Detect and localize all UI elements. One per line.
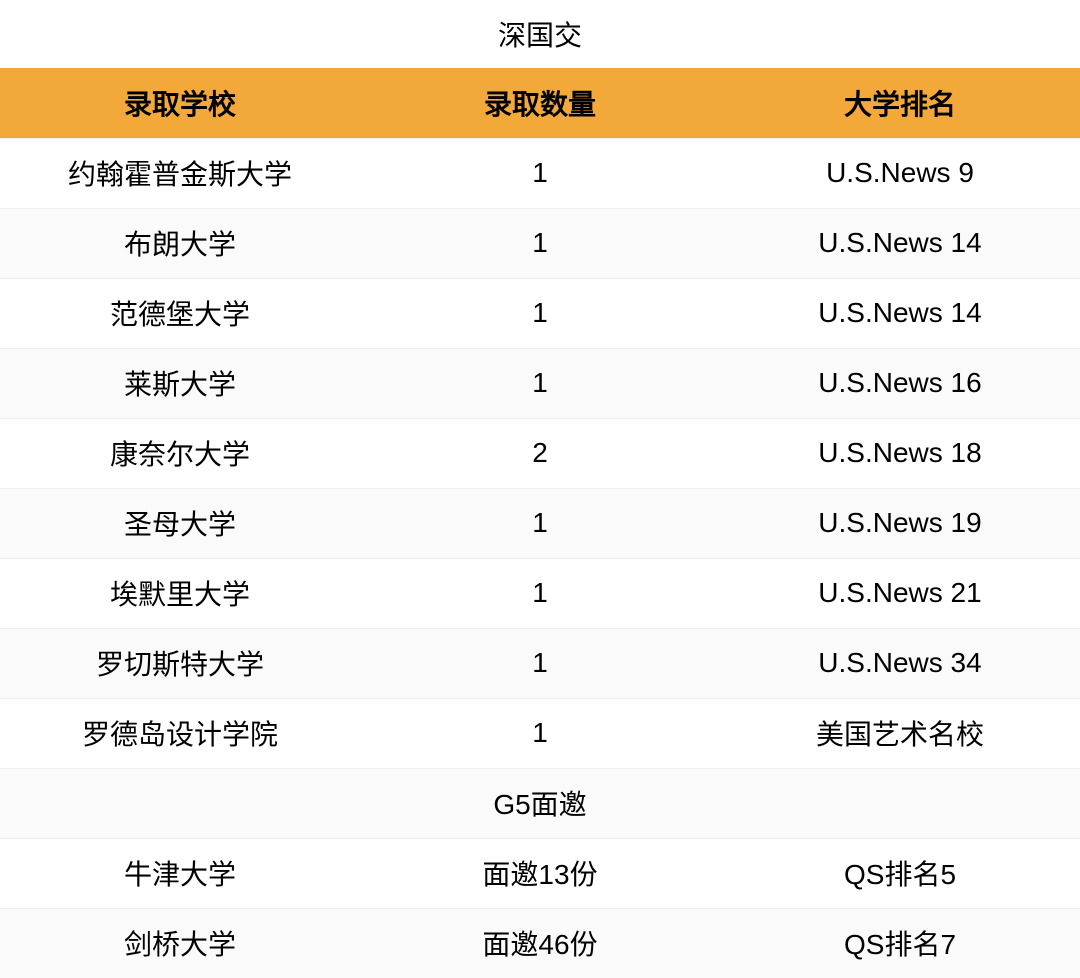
cell-ranking: U.S.News 16 [720,348,1080,418]
cell-ranking [720,768,1080,838]
cell-ranking: U.S.News 14 [720,208,1080,278]
col-header-ranking: 大学排名 [720,68,1080,138]
cell-school [0,768,360,838]
cell-ranking: U.S.News 34 [720,628,1080,698]
table-row: 罗德岛设计学院 1 美国艺术名校 [0,698,1080,768]
cell-count: 2 [360,418,720,488]
cell-count: 1 [360,558,720,628]
page-title: 深国交 [0,0,1080,68]
table-row: 约翰霍普金斯大学 1 U.S.News 9 [0,138,1080,208]
table-header-row: 录取学校 录取数量 大学排名 [0,68,1080,138]
cell-school: 牛津大学 [0,838,360,908]
cell-ranking: U.S.News 18 [720,418,1080,488]
cell-school: 罗切斯特大学 [0,628,360,698]
cell-school: 罗德岛设计学院 [0,698,360,768]
cell-ranking: 美国艺术名校 [720,698,1080,768]
table-row: 康奈尔大学 2 U.S.News 18 [0,418,1080,488]
cell-school: 圣母大学 [0,488,360,558]
col-header-count: 录取数量 [360,68,720,138]
cell-school: 布朗大学 [0,208,360,278]
cell-count: 1 [360,628,720,698]
table-row: 莱斯大学 1 U.S.News 16 [0,348,1080,418]
cell-school: 约翰霍普金斯大学 [0,138,360,208]
table-row: 埃默里大学 1 U.S.News 21 [0,558,1080,628]
cell-ranking: U.S.News 21 [720,558,1080,628]
table-row: G5面邀 [0,768,1080,838]
table-row: 范德堡大学 1 U.S.News 14 [0,278,1080,348]
cell-count: 1 [360,278,720,348]
cell-count: 1 [360,698,720,768]
cell-school: 莱斯大学 [0,348,360,418]
cell-school: 埃默里大学 [0,558,360,628]
cell-ranking: QS排名5 [720,838,1080,908]
cell-ranking: U.S.News 19 [720,488,1080,558]
cell-count: 1 [360,488,720,558]
cell-school: 康奈尔大学 [0,418,360,488]
cell-count: 1 [360,138,720,208]
cell-ranking: U.S.News 9 [720,138,1080,208]
table-row: 罗切斯特大学 1 U.S.News 34 [0,628,1080,698]
cell-count: 1 [360,348,720,418]
cell-count: 1 [360,208,720,278]
col-header-school: 录取学校 [0,68,360,138]
cell-count: 面邀13份 [360,838,720,908]
table-row: 布朗大学 1 U.S.News 14 [0,208,1080,278]
table-row: 牛津大学 面邀13份 QS排名5 [0,838,1080,908]
cell-ranking: U.S.News 14 [720,278,1080,348]
admissions-table: 录取学校 录取数量 大学排名 约翰霍普金斯大学 1 U.S.News 9 布朗大… [0,68,1080,978]
cell-count: G5面邀 [360,768,720,838]
table-row: 圣母大学 1 U.S.News 19 [0,488,1080,558]
cell-school: 范德堡大学 [0,278,360,348]
